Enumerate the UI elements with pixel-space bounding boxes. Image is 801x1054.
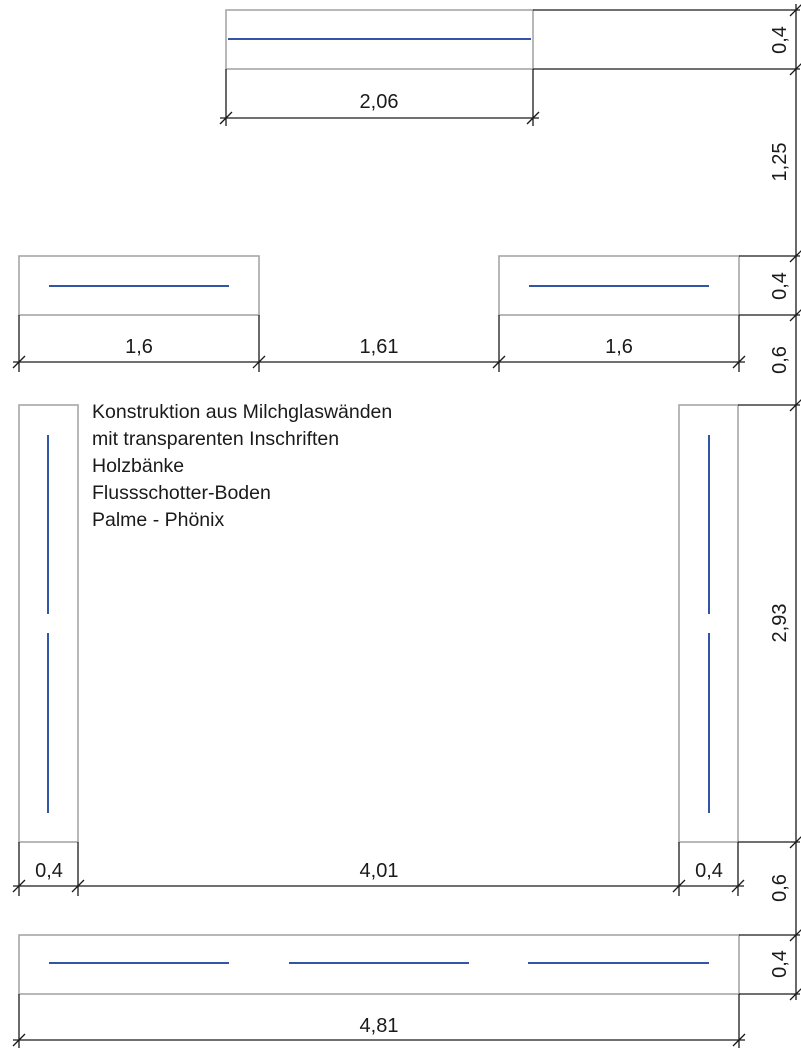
bench-top (225, 9, 534, 70)
dimension-label: 0,4 (769, 272, 791, 300)
note-line: mit transparenten Inschriften (92, 428, 340, 450)
dimension-middle-row: 1,6 1,61 1,6 (12, 315, 746, 372)
dimension-label: 4,01 (360, 860, 399, 882)
bench-right-side (678, 404, 739, 843)
bench-middle-right (498, 255, 740, 316)
note-line: Konstruktion aus Milchglaswänden (92, 401, 393, 423)
note-line: Flussschotter-Boden (92, 482, 271, 504)
bench-left-side (18, 404, 79, 843)
dimension-bottom-width: 4,81 (12, 994, 746, 1048)
dimension-label: 1,61 (360, 336, 399, 358)
material-notes: Konstruktion aus Milchglaswänden mit tra… (92, 399, 392, 534)
dimension-label: 4,81 (360, 1015, 399, 1037)
dimension-label: 0,4 (35, 860, 63, 882)
dimension-label: 1,6 (125, 336, 153, 358)
dimension-vertical-chain: 0,4 1,25 0,4 0,6 2,93 0,6 0,4 (533, 4, 801, 1001)
dimension-label: 0,4 (695, 860, 723, 882)
dimension-lower-row: 0,4 4,01 0,4 (12, 842, 745, 896)
dimension-label: 0,6 (769, 874, 791, 902)
note-line: Palme - Phönix (92, 509, 225, 531)
dimension-top-width: 2,06 (219, 69, 540, 126)
bench-bottom (18, 934, 740, 995)
dimension-label: 1,25 (769, 143, 791, 182)
dimension-label: 0,4 (769, 26, 791, 54)
dimension-label: 1,6 (605, 336, 633, 358)
dimension-label: 2,06 (360, 91, 399, 113)
dimension-label: 2,93 (769, 604, 791, 643)
dimension-label: 0,6 (769, 346, 791, 374)
note-line: Holzbänke (92, 455, 185, 477)
bench-middle-left (18, 255, 260, 316)
dimension-label: 0,4 (769, 950, 791, 978)
